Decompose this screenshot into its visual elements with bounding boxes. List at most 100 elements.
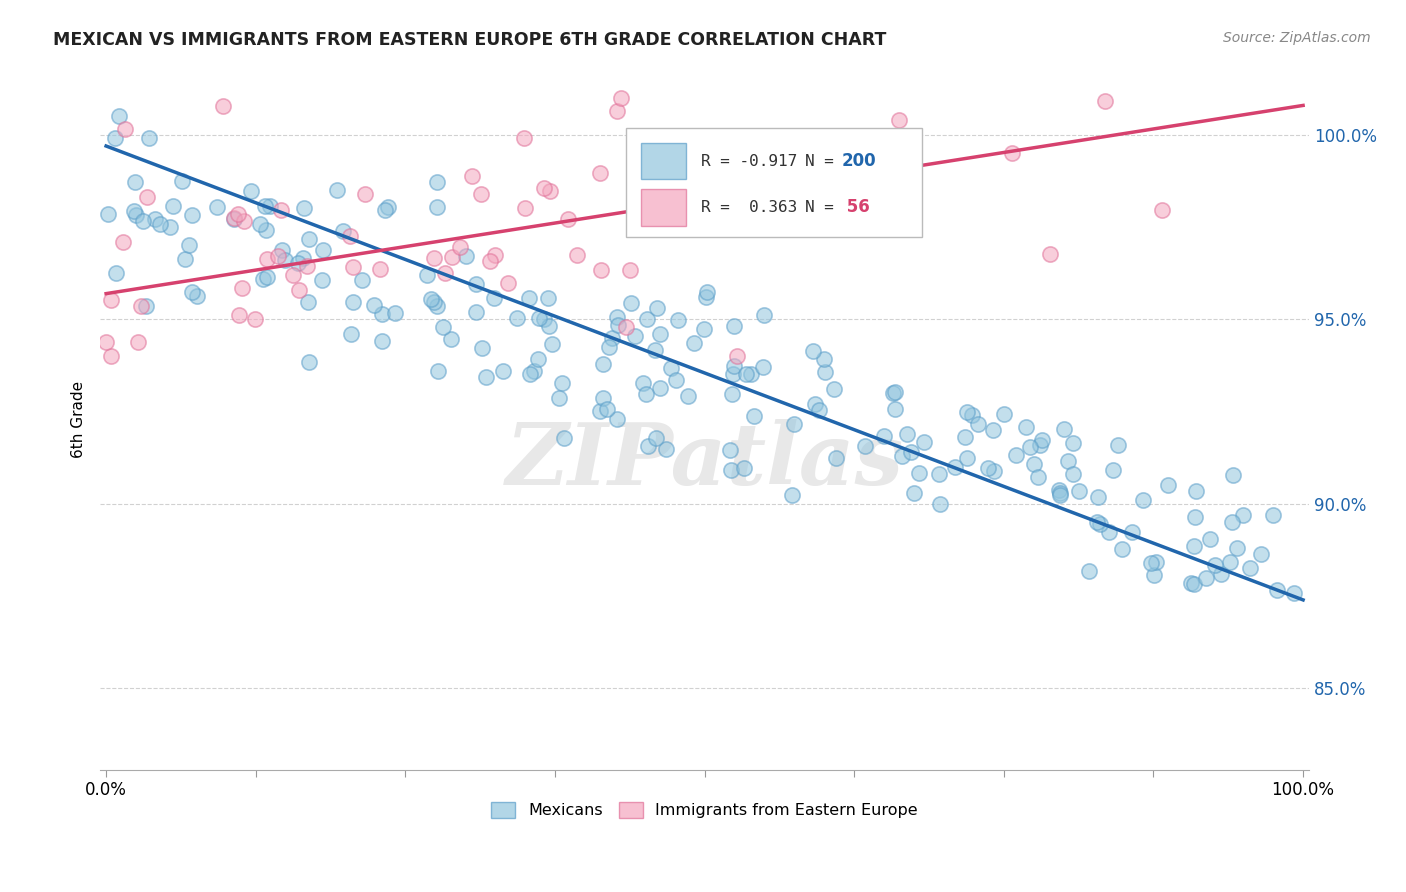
Point	[813, 352, 835, 367]
Point	[312, 244, 335, 258]
Point	[735, 367, 758, 381]
Point	[1090, 516, 1112, 531]
Point	[752, 308, 775, 322]
Point	[676, 389, 699, 403]
Point	[423, 252, 446, 266]
Point	[650, 381, 672, 395]
Point	[1107, 438, 1129, 452]
Point	[527, 352, 550, 367]
Point	[966, 417, 988, 432]
Point	[172, 174, 194, 188]
Point	[1144, 555, 1167, 569]
FancyBboxPatch shape	[626, 128, 922, 236]
Point	[993, 407, 1015, 421]
Point	[801, 344, 824, 359]
Point	[808, 402, 831, 417]
Point	[592, 392, 614, 406]
Point	[1015, 419, 1038, 434]
Point	[943, 459, 966, 474]
Point	[644, 343, 666, 358]
Point	[804, 397, 827, 411]
Point	[135, 299, 157, 313]
Point	[342, 295, 364, 310]
Point	[484, 291, 506, 305]
Point	[721, 367, 744, 381]
Point	[425, 201, 447, 215]
Point	[977, 460, 1000, 475]
Point	[887, 113, 910, 128]
Point	[693, 322, 716, 336]
Text: 56: 56	[841, 198, 870, 217]
Point	[1209, 567, 1232, 582]
Point	[723, 359, 745, 374]
Point	[1028, 438, 1050, 452]
Point	[1239, 560, 1261, 574]
Point	[891, 449, 914, 463]
Point	[271, 243, 294, 257]
Point	[1195, 571, 1218, 585]
Point	[956, 451, 979, 466]
Point	[1199, 532, 1222, 546]
Point	[222, 212, 245, 227]
Point	[855, 439, 877, 453]
Point	[742, 409, 765, 423]
Text: N =: N =	[806, 153, 834, 169]
Point	[637, 439, 659, 453]
Point	[606, 104, 628, 119]
Point	[780, 488, 803, 502]
Text: Source: ZipAtlas.com: Source: ZipAtlas.com	[1223, 31, 1371, 45]
Point	[956, 405, 979, 419]
Text: ZIPatlas: ZIPatlas	[506, 419, 904, 503]
Point	[533, 311, 555, 326]
Point	[1263, 508, 1285, 522]
Point	[589, 263, 612, 277]
Point	[138, 131, 160, 145]
Point	[565, 247, 588, 261]
Point	[174, 252, 197, 267]
Point	[104, 131, 127, 145]
Point	[440, 332, 463, 346]
Point	[557, 212, 579, 227]
Text: 200: 200	[841, 152, 876, 170]
Point	[496, 276, 519, 290]
Point	[1039, 247, 1062, 261]
Point	[740, 367, 762, 381]
Point	[1121, 525, 1143, 540]
Point	[553, 431, 575, 445]
Point	[440, 250, 463, 264]
Point	[135, 190, 157, 204]
Point	[1204, 558, 1226, 572]
Point	[548, 391, 571, 405]
Point	[751, 359, 773, 374]
Point	[1132, 492, 1154, 507]
Point	[239, 184, 262, 198]
Point	[114, 122, 136, 136]
Point	[882, 386, 904, 401]
Point	[492, 364, 515, 378]
Point	[655, 442, 678, 456]
Point	[252, 272, 274, 286]
Point	[177, 238, 200, 252]
Point	[471, 341, 494, 355]
Point	[607, 318, 630, 332]
Point	[1219, 555, 1241, 569]
Point	[371, 307, 394, 321]
Point	[253, 199, 276, 213]
Point	[1139, 556, 1161, 570]
Point	[506, 311, 529, 326]
Point	[464, 305, 486, 319]
FancyBboxPatch shape	[641, 189, 686, 226]
Point	[332, 224, 354, 238]
Point	[783, 417, 806, 432]
Point	[233, 214, 256, 228]
Point	[100, 293, 122, 307]
Point	[205, 200, 228, 214]
Point	[297, 232, 319, 246]
Point	[426, 175, 449, 189]
Point	[420, 293, 443, 307]
Point	[461, 169, 484, 184]
Point	[181, 285, 204, 299]
Point	[228, 308, 250, 322]
Point	[371, 334, 394, 348]
Point	[298, 355, 321, 369]
